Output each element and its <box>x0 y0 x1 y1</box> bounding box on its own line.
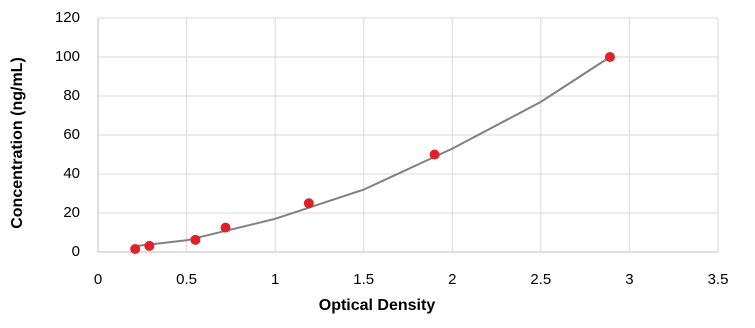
x-tick-label: 1.5 <box>353 271 374 288</box>
x-tick-label: 3 <box>625 271 633 288</box>
y-tick-label: 80 <box>63 87 80 104</box>
y-tick-label: 20 <box>63 204 80 221</box>
data-point <box>429 149 440 160</box>
x-tick-label: 0.5 <box>176 271 197 288</box>
fit-curve <box>135 56 611 248</box>
x-axis-title: Optical Density <box>319 297 436 314</box>
y-tick-label: 0 <box>72 243 80 260</box>
data-point <box>144 240 155 251</box>
x-tick-label: 0 <box>94 271 102 288</box>
data-point <box>303 198 314 209</box>
y-axis-title: Concentration (ng/mL) <box>9 57 26 229</box>
data-point <box>220 222 231 233</box>
data-point <box>130 243 141 254</box>
y-tick-label: 40 <box>63 165 80 182</box>
data-point <box>190 234 201 245</box>
y-tick-label: 100 <box>55 48 80 65</box>
x-tick-label: 2 <box>448 271 456 288</box>
data-point <box>604 52 615 62</box>
x-tick-label: 1 <box>271 271 279 288</box>
x-tick-label: 3.5 <box>708 271 729 288</box>
y-tick-label: 60 <box>63 126 80 143</box>
x-tick-label: 2.5 <box>530 271 551 288</box>
y-tick-label: 120 <box>55 9 80 26</box>
